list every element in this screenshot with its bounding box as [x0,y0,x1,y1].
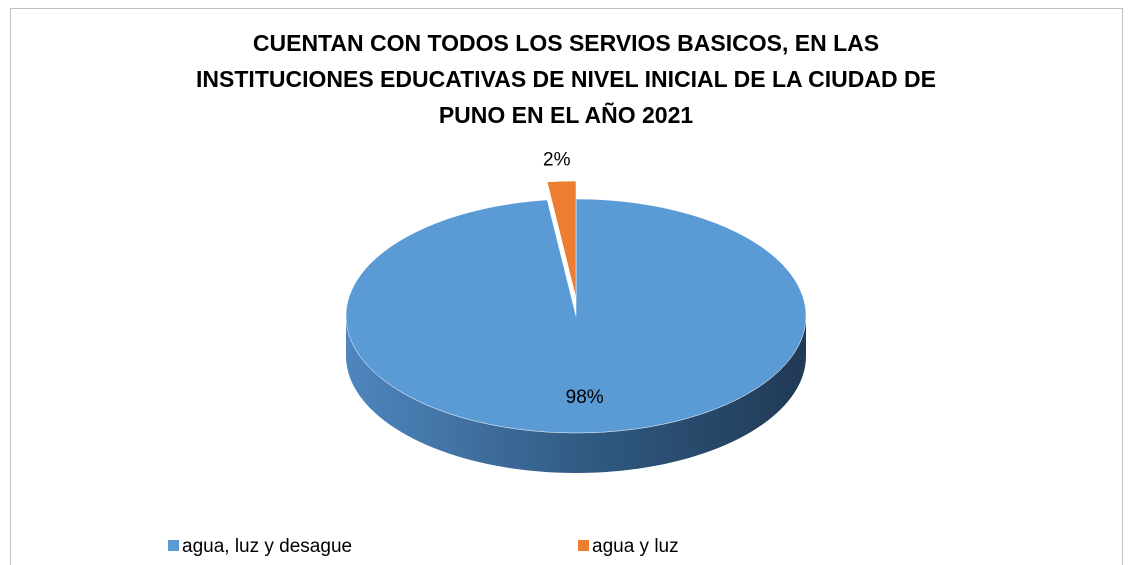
data-label: 98% [566,387,604,408]
pie-slice [345,198,807,434]
pie-slice [546,180,577,299]
legend-swatch [168,540,179,551]
chart-title: PUNO EN EL AÑO 2021 [439,101,694,128]
legend-label: agua, luz y desague [182,536,352,557]
chart-title: INSTITUCIONES EDUCATIVAS DE NIVEL INICIA… [196,66,936,92]
legend-label: agua y luz [592,536,679,557]
data-label: 2% [543,150,571,171]
chart-border [10,8,1123,565]
chart-title: CUENTAN CON TODOS LOS SERVIOS BASICOS, E… [253,30,879,56]
legend-swatch [578,540,589,551]
pie-side [346,316,806,473]
